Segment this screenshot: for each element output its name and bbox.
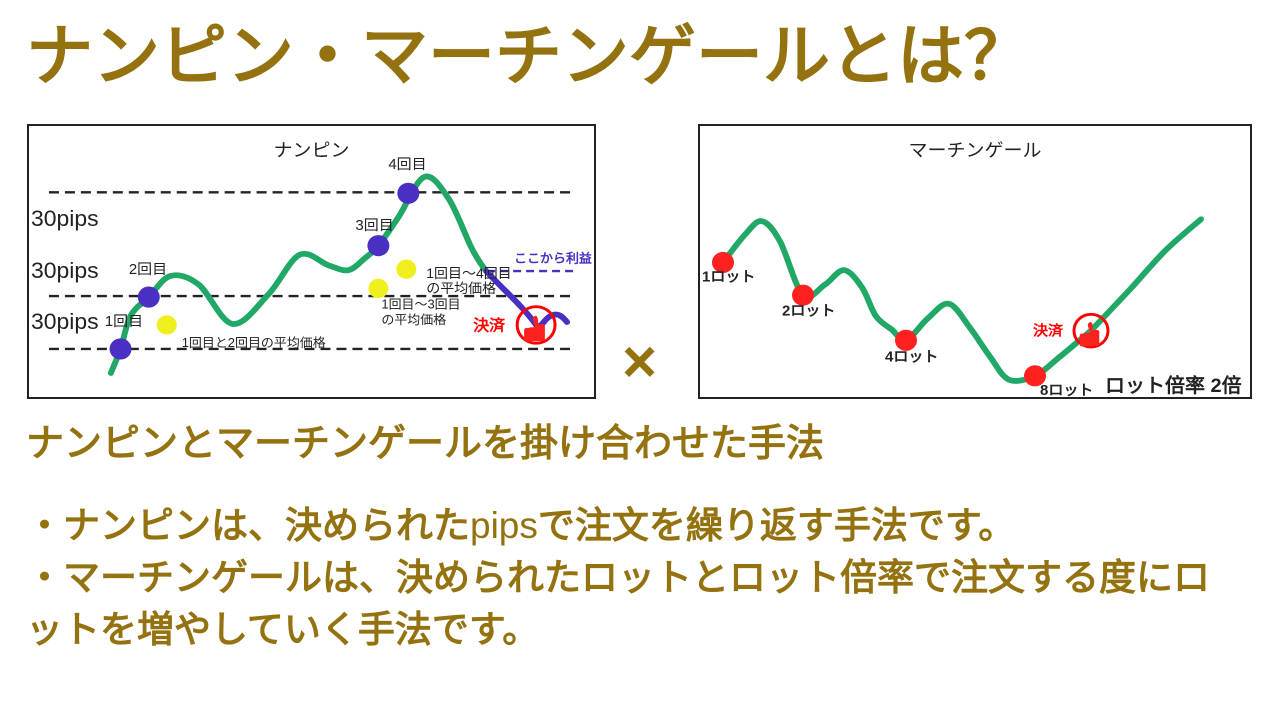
svg-text:決済: 決済 <box>1033 322 1063 340</box>
svg-text:1回目〜4回目: 1回目〜4回目 <box>426 266 511 281</box>
svg-text:30pips: 30pips <box>31 309 99 334</box>
svg-text:の平均価格: の平均価格 <box>381 312 446 327</box>
svg-text:4回目: 4回目 <box>388 156 426 173</box>
svg-text:1回目と2回目の平均価格: 1回目と2回目の平均価格 <box>182 335 326 350</box>
svg-text:8ロット: 8ロット <box>1040 383 1093 397</box>
svg-text:2回目: 2回目 <box>129 261 167 278</box>
svg-text:ここから利益: ここから利益 <box>514 251 592 266</box>
svg-text:30pips: 30pips <box>31 258 99 283</box>
svg-text:1回目〜3回目: 1回目〜3回目 <box>381 297 460 312</box>
svg-text:3回目: 3回目 <box>355 217 393 234</box>
svg-text:ロット倍率 2倍: ロット倍率 2倍 <box>1105 375 1242 397</box>
svg-text:決済: 決済 <box>473 316 505 335</box>
svg-text:1ロット: 1ロット <box>702 270 755 286</box>
svg-text:マーチンゲール: マーチンゲール <box>909 140 1042 161</box>
svg-text:の平均価格: の平均価格 <box>426 281 496 296</box>
svg-text:30pips: 30pips <box>31 206 99 231</box>
svg-text:1回目: 1回目 <box>105 313 143 330</box>
svg-text:4ロット: 4ロット <box>885 350 938 366</box>
svg-text:2ロット: 2ロット <box>782 304 835 320</box>
svg-text:ナンピン: ナンピン <box>274 140 350 161</box>
